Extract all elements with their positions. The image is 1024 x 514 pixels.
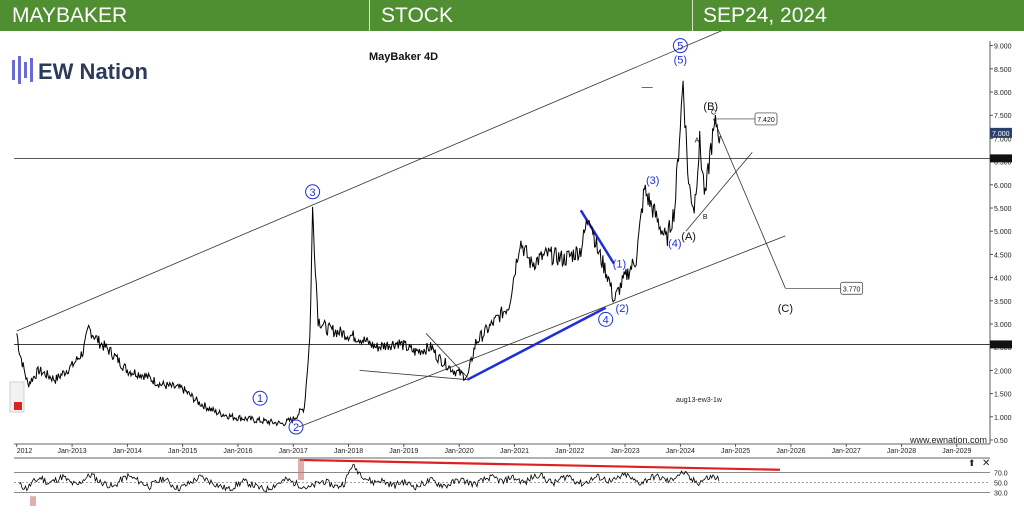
wave-label: 2: [293, 422, 299, 434]
rsi-red-trendline: [299, 458, 781, 471]
arrow-up-icon[interactable]: ⬆: [968, 458, 976, 468]
rsi-tick-label: 30.0: [994, 490, 1008, 497]
price-label-box: [754, 112, 778, 126]
logo-text: EW Nation: [38, 59, 148, 84]
y-tick-label: 6.000: [994, 183, 1012, 190]
blue-trendline: [466, 306, 607, 381]
trendline: [425, 333, 468, 378]
x-tick-label: Jan-2016: [223, 448, 252, 455]
wave-label: (2): [616, 303, 629, 315]
y-tick-label: 5.000: [994, 229, 1012, 236]
wave-label: C: [711, 110, 716, 117]
level-marker: [990, 340, 1012, 349]
wave-label: (5): [674, 55, 687, 67]
side-tab-marker-icon[interactable]: [14, 402, 22, 410]
trendline: [359, 370, 468, 381]
y-tick-label: 9.000: [994, 44, 1012, 51]
title-banner: MAYBAKER STOCK SEP24, 2024: [0, 0, 1024, 31]
y-tick-label: 4.500: [994, 252, 1012, 259]
banner-left-title: MAYBAKER: [12, 4, 128, 27]
x-tick-label: Jan-2027: [832, 448, 861, 455]
y-tick-label: 1.500: [994, 392, 1012, 399]
x-tick-label: Jan-2018: [334, 448, 363, 455]
wave-label: (B): [703, 101, 718, 113]
rsi-toolbar[interactable]: ⬆ ✕: [968, 458, 990, 469]
y-tick-label: 2.500: [994, 345, 1012, 352]
y-tick-label: 2.000: [994, 368, 1012, 375]
wave-label-circle: [305, 184, 321, 200]
wave-label: (3): [646, 175, 659, 187]
x-tick-label: Jan-2024: [666, 448, 695, 455]
price-label-box: [840, 281, 864, 295]
y-tick-label: 7.500: [994, 113, 1012, 120]
wave-label: A: [695, 137, 700, 144]
y-tick-label: 1.000: [994, 415, 1012, 422]
wave-label: 5: [677, 41, 683, 53]
wave-label: (4): [668, 238, 681, 250]
chart-title: MayBaker 4D: [369, 51, 438, 63]
x-tick-label: Jan-2020: [445, 448, 474, 455]
y-tick-label: 7.000: [994, 136, 1012, 143]
wave-label: 1: [257, 393, 263, 405]
blue-trendline: [579, 209, 616, 265]
x-tick-label: Jan-2017: [279, 448, 308, 455]
y-tick-label: 5.500: [994, 206, 1012, 213]
price-label: 3.770: [843, 286, 861, 293]
footnote-text: aug13-ew3-1w: [676, 397, 723, 404]
banner-divider: [369, 0, 370, 31]
banner-divider: [692, 0, 693, 31]
x-tick-label: Jan-2026: [776, 448, 805, 455]
y-tick-label: 3.000: [994, 322, 1012, 329]
wave-label-circle: [598, 311, 614, 327]
y-tick-label: 8.000: [994, 90, 1012, 97]
chart-area: 1 2 3 4 5 (1) (2) (3) (4) (5) (A) (B) (C) A B C 7.420 3.7…: [0, 24, 1024, 509]
wave-label: B: [703, 214, 708, 221]
price-series-line: [16, 80, 721, 427]
y-tick-label: 8.500: [994, 67, 1012, 74]
current-price-marker: [990, 127, 1012, 138]
x-tick-label: Jan-2015: [168, 448, 197, 455]
close-icon[interactable]: ✕: [982, 458, 990, 469]
x-tick-label: Jan-2013: [57, 448, 86, 455]
wave-label: (C): [778, 303, 793, 315]
wave-label: (1): [613, 259, 626, 271]
x-tick-label: 2012: [17, 448, 33, 455]
lower-channel-line: [298, 235, 786, 428]
ewnation-logo: EW Nation: [12, 56, 148, 84]
x-tick-label: Jan-2028: [887, 448, 916, 455]
y-tick-label: 6.500: [994, 160, 1012, 167]
x-tick-label: Jan-2022: [555, 448, 584, 455]
logo-mark-icon: [12, 56, 33, 84]
projection-line: [713, 118, 786, 289]
wave-label: (A): [681, 231, 696, 243]
rsi-series-line: [19, 464, 720, 493]
rsi-tick-label: 70.0: [994, 471, 1008, 478]
x-tick-label: Jan-2014: [113, 448, 142, 455]
x-tick-label: Jan-2019: [389, 448, 418, 455]
banner-center-title: STOCK: [381, 4, 453, 27]
wave-label-circle: [288, 419, 304, 435]
x-tick-label: Jan-2023: [610, 448, 639, 455]
rsi-overbought-spike: [298, 458, 304, 481]
current-price-label: 7.000: [992, 131, 1010, 138]
y-tick-label: 0.50: [994, 438, 1008, 445]
watermark-text: www.ewnation.com: [909, 435, 987, 445]
wave-label: 4: [603, 314, 609, 326]
banner-right-title: SEP24, 2024: [703, 4, 827, 27]
price-label: 7.420: [757, 117, 775, 124]
x-tick-label: Jan-2025: [721, 448, 750, 455]
rsi-tick-label: 50.0: [994, 481, 1008, 488]
x-tick-label: Jan-2021: [500, 448, 529, 455]
y-tick-label: 3.500: [994, 299, 1012, 306]
wave-label: 3: [310, 187, 316, 199]
y-tick-label: 4.000: [994, 276, 1012, 283]
trendline: [685, 152, 753, 232]
upper-channel-line: [16, 24, 736, 332]
rsi-oversold-spike: [30, 496, 36, 507]
level-marker: [990, 154, 1012, 163]
price-chart: 1 2 3 4 5 (1) (2) (3) (4) (5) (A) (B) (C) A B C 7.420 3.7…: [9, 24, 1012, 507]
wave-label-circle: [672, 38, 688, 54]
wave-label-circle: [252, 390, 268, 406]
x-tick-label: Jan-2029: [942, 448, 971, 455]
